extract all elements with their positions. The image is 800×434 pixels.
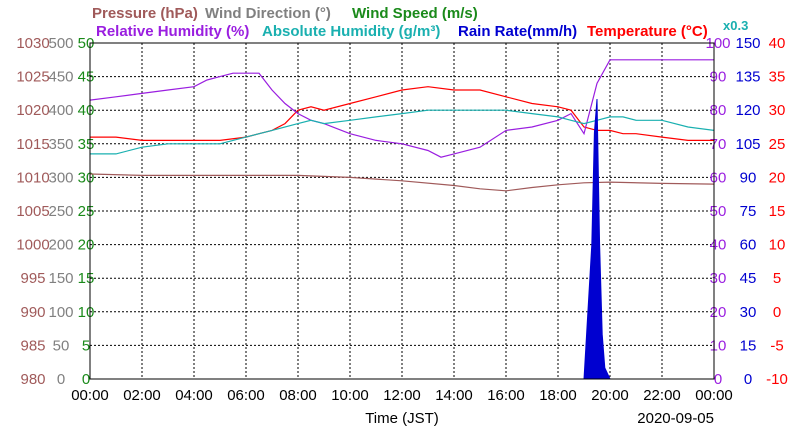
legend-scale-note: x0.3	[723, 18, 748, 33]
tick-label-humidity: 50	[710, 203, 727, 220]
x-axis-label: Time (JST)	[365, 410, 439, 427]
legend-rain-rate: Rain Rate(mm/h)	[458, 23, 577, 40]
tick-label-temperature: -10	[766, 371, 788, 388]
tick-label-temperature: 15	[769, 203, 786, 220]
tick-label-wind-speed: 45	[78, 69, 95, 86]
tick-label-x: 06:00	[227, 387, 265, 404]
tick-label-x: 12:00	[383, 387, 421, 404]
tick-label-temperature: 25	[769, 136, 786, 153]
tick-label-pressure: 980	[20, 371, 45, 388]
tick-label-temperature: 5	[773, 270, 781, 287]
tick-label-wind-direction: 200	[48, 237, 73, 254]
tick-label-x: 02:00	[123, 387, 161, 404]
tick-label-wind-direction: 100	[48, 304, 73, 321]
legend-pressure: Pressure (hPa)	[92, 5, 198, 22]
tick-label-x: 00:00	[695, 387, 733, 404]
tick-label-pressure: 1020	[16, 102, 49, 119]
tick-label-x: 16:00	[487, 387, 525, 404]
tick-label-pressure: 990	[20, 304, 45, 321]
tick-label-rain-rate: 45	[740, 270, 757, 287]
tick-label-x: 22:00	[643, 387, 681, 404]
tick-label-humidity: 40	[710, 237, 727, 254]
tick-label-wind-direction: 400	[48, 102, 73, 119]
tick-label-wind-direction: 450	[48, 69, 73, 86]
tick-label-rain-rate: 60	[740, 237, 757, 254]
tick-label-pressure: 1005	[16, 203, 49, 220]
date-label: 2020-09-05	[637, 410, 714, 427]
plot-frame	[89, 42, 715, 380]
tick-label-pressure: 1000	[16, 237, 49, 254]
tick-label-pressure: 985	[20, 337, 45, 354]
tick-label-wind-speed: 10	[78, 304, 95, 321]
tick-label-temperature: 35	[769, 69, 786, 86]
series-temperature-line	[90, 86, 714, 141]
tick-label-temperature: 10	[769, 237, 786, 254]
tick-label-rain-rate: 90	[740, 169, 757, 186]
tick-label-humidity: 100	[705, 35, 730, 52]
tick-label-pressure: 1025	[16, 69, 49, 86]
tick-label-wind-direction: 150	[48, 270, 73, 287]
tick-label-wind-speed: 40	[78, 102, 95, 119]
tick-label-humidity: 30	[710, 270, 727, 287]
tick-label-rain-rate: 0	[744, 371, 752, 388]
tick-label-rain-rate: 150	[735, 35, 760, 52]
tick-label-rain-rate: 15	[740, 337, 757, 354]
tick-label-wind-speed: 15	[78, 270, 95, 287]
tick-label-rain-rate: 135	[735, 69, 760, 86]
legend-wind-speed: Wind Speed (m/s)	[352, 5, 478, 22]
tick-label-temperature: 0	[773, 304, 781, 321]
tick-label-humidity: 90	[710, 69, 727, 86]
tick-label-humidity: 20	[710, 304, 727, 321]
tick-label-wind-direction: 300	[48, 169, 73, 186]
tick-label-rain-rate: 75	[740, 203, 757, 220]
tick-label-x: 20:00	[591, 387, 629, 404]
tick-label-pressure: 1010	[16, 169, 49, 186]
tick-label-wind-speed: 35	[78, 136, 95, 153]
tick-label-temperature: -5	[770, 337, 783, 354]
tick-label-wind-speed: 25	[78, 203, 95, 220]
axis-ticks: 1030102510201015101010051000995990985980…	[16, 35, 788, 404]
tick-label-x: 00:00	[71, 387, 109, 404]
series-humidity-line	[90, 109, 715, 155]
tick-label-pressure: 1030	[16, 35, 49, 52]
tick-label-pressure: 995	[20, 270, 45, 287]
legend-temperature: Temperature (°C)	[587, 23, 708, 40]
tick-label-temperature: 40	[769, 35, 786, 52]
tick-label-temperature: 30	[769, 102, 786, 119]
series-humidity-line	[89, 59, 714, 158]
tick-label-x: 08:00	[279, 387, 317, 404]
tick-label-humidity: 80	[710, 102, 727, 119]
tick-label-wind-direction: 250	[48, 203, 73, 220]
tick-label-wind-speed: 30	[78, 169, 95, 186]
tick-label-rain-rate: 30	[740, 304, 757, 321]
tick-label-humidity: 70	[710, 136, 727, 153]
legend-relative-humidity: Relative Humidity (%)	[96, 23, 249, 40]
tick-label-x: 14:00	[435, 387, 473, 404]
tick-label-humidity: 10	[710, 337, 727, 354]
tick-label-x: 10:00	[331, 387, 369, 404]
tick-label-humidity: 0	[714, 371, 722, 388]
tick-label-x: 18:00	[539, 387, 577, 404]
legend-wind-direction: Wind Direction (°)	[205, 5, 331, 22]
legend-absolute-humidity: Absolute Humidity (g/m³)	[262, 23, 440, 40]
tick-label-rain-rate: 105	[735, 136, 760, 153]
tick-label-wind-speed: 0	[82, 371, 90, 388]
tick-label-wind-direction: 50	[53, 337, 70, 354]
tick-label-temperature: 20	[769, 169, 786, 186]
tick-label-wind-direction: 350	[48, 136, 73, 153]
tick-label-rain-rate: 120	[735, 102, 760, 119]
tick-label-wind-direction: 0	[57, 371, 65, 388]
tick-label-x: 04:00	[175, 387, 213, 404]
tick-label-wind-direction: 500	[48, 35, 73, 52]
tick-label-wind-speed: 20	[78, 237, 95, 254]
tick-label-pressure: 1015	[16, 136, 49, 153]
tick-label-wind-speed: 5	[82, 337, 90, 354]
